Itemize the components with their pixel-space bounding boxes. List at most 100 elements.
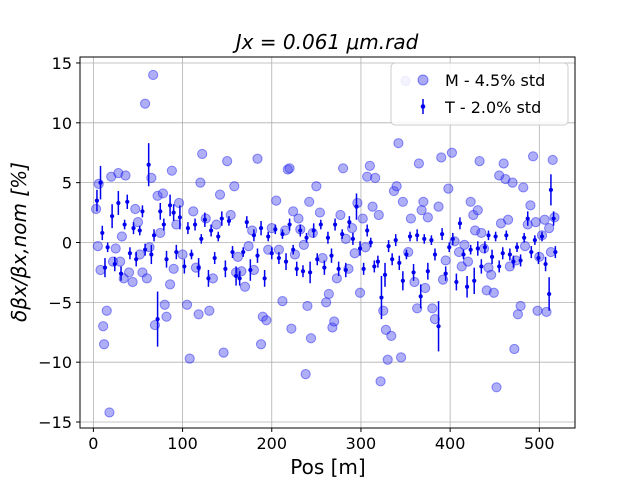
measured-point [544,223,555,234]
theory-point [443,271,448,276]
theory-point [457,221,463,226]
theory-point [479,264,484,269]
measured-point [360,242,371,253]
measured-point [229,181,240,192]
measured-point [380,324,392,335]
measured-point [494,170,505,181]
measured-point [491,382,502,393]
y-tick-label: −15 [38,413,72,432]
theory-point [300,269,306,274]
measured-point [375,376,386,387]
theory-point [336,266,341,271]
y-axis-ticks: −15 −10 −5 0 5 10 15 [38,54,80,432]
theory-point [94,198,100,203]
measured-point [532,305,543,316]
theory-point [149,252,154,257]
measured-point [197,148,208,160]
measured-point [155,227,166,239]
measured-point [140,98,151,109]
theory-point [192,222,198,227]
theory-point [276,255,281,261]
measured-point [498,158,509,169]
measured-point [195,177,206,188]
measured-point [104,407,115,418]
measured-point [181,299,193,310]
measured-point [116,231,128,242]
theory-point [325,235,331,240]
measured-point [395,352,407,363]
theory-point [137,228,142,233]
measured-point [388,185,400,197]
measured-point [495,218,507,229]
theory-point [329,253,334,258]
plot-area [79,56,576,429]
legend-marker-measured [417,74,429,86]
theory-point [422,236,427,242]
legend-box [390,62,569,126]
measured-point [311,181,322,192]
measured-point [92,240,103,252]
measured-point [391,181,402,192]
theory-point [450,236,455,242]
y-tick-label: 5 [62,174,72,193]
legend-label-theory: T - 2.0% std [444,98,541,117]
theory-point [347,220,352,225]
measured-point [247,225,258,236]
theory-point [354,204,359,209]
measured-point [338,163,349,174]
measured-point [177,249,188,260]
theory-point [418,294,423,299]
theory-point [529,249,534,255]
theory-point [522,235,527,240]
theory-point [350,236,356,242]
theory-point [472,278,477,283]
measured-point [518,182,529,193]
theory-point [404,252,409,257]
measured-point [134,249,145,260]
theory-point [539,234,545,239]
measured-point [446,147,458,158]
measured-point [474,156,485,167]
theory-point [507,252,512,257]
legend: M - 4.5% std T - 2.0% std [390,62,569,126]
theory-point [116,200,121,206]
measured-point [214,189,226,200]
measured-point [427,303,438,314]
measured-point [302,300,313,312]
theory-point [340,232,345,237]
theory-point [461,252,466,257]
theory-point [233,273,239,279]
measured-point [500,173,511,185]
measured-point [236,266,247,277]
theory-point [489,254,495,259]
theory-point [361,266,366,271]
measured-point [184,353,195,364]
measured-point [298,239,309,250]
theory-point [105,245,110,250]
measured-point [416,205,427,216]
theory-point [532,238,537,243]
measured-point [547,154,558,166]
measured-point [503,214,514,225]
measured-point [393,138,404,149]
measured-point [354,287,366,298]
theory-point [266,234,271,239]
measured-point [373,209,384,221]
measured-point [440,255,451,266]
measured-point [317,252,328,264]
measured-point [110,243,121,254]
theory-point [151,233,157,238]
measured-point [459,239,470,250]
measured-point [127,276,138,288]
theory-point [212,255,217,261]
legend-marker-theory [420,104,426,109]
measured-point [539,214,550,225]
measured-point [470,225,481,236]
theory-point [189,252,194,257]
theory-point [174,249,179,255]
measured-point [282,164,293,175]
theory-point [311,228,316,233]
measured-point [137,267,148,278]
measured-point [225,209,236,221]
